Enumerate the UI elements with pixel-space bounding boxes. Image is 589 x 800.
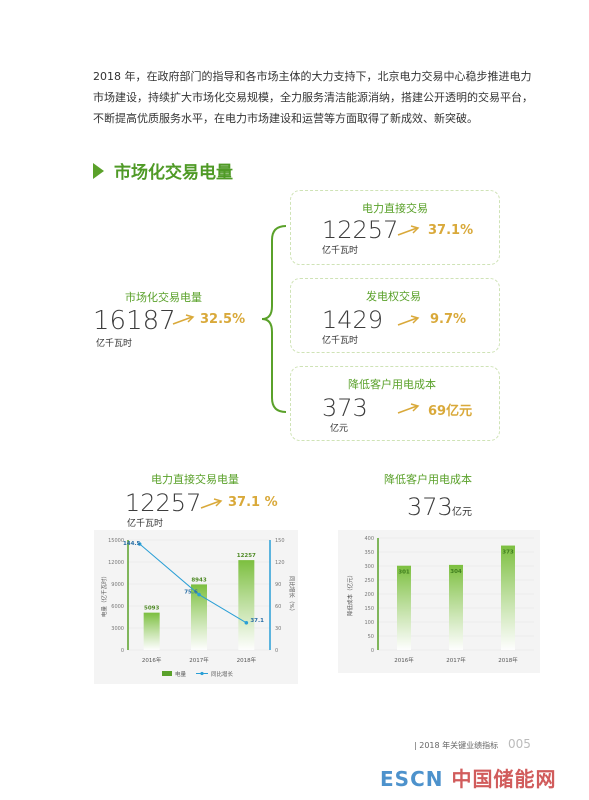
up-arrow-icon	[200, 498, 223, 509]
watermark-latin: ESCN	[380, 767, 444, 791]
y-tick-label: 250	[364, 578, 374, 584]
watermark-logo: ESCN 中国储能网	[380, 763, 556, 792]
total-growth: 32.5%	[200, 312, 246, 327]
total-unit: 亿千瓦时	[96, 339, 133, 349]
bar-data-label: 373	[502, 550, 514, 556]
left-summary-growth: 37.1 %	[228, 495, 278, 510]
right-chart-panel: 0 50 100 150 200 250 300 350 400 2016年 301 2017年 304…	[338, 530, 540, 673]
watermark-cn: 中国储能网	[451, 767, 557, 791]
box-cost-reduction	[290, 366, 500, 441]
growth-data-label: 37.1	[250, 618, 264, 624]
footer-page-number: 005	[508, 737, 531, 751]
left-summary-value: 12257	[125, 489, 202, 517]
box-generation-rights-label: 发电权交易	[366, 290, 421, 303]
cost-reduction-chart: 0 50 100 150 200 250 300 350 400 2016年 301 2017年 304…	[346, 536, 534, 664]
right-summary-unit: 亿元	[452, 507, 472, 518]
bar	[397, 565, 411, 650]
growth-data-label: 144.5	[123, 541, 141, 547]
y-right-tick-label: 120	[275, 560, 285, 566]
up-arrow-icon	[397, 403, 420, 414]
bar	[143, 612, 160, 650]
total-label: 市场化交易电量	[125, 291, 202, 304]
y-tick-label: 50	[368, 634, 374, 640]
box-generation-rights-value: 1429	[322, 306, 384, 334]
box-generation-rights-growth: 9.7%	[430, 312, 467, 327]
bar-data-label: 12257	[237, 553, 256, 559]
box-direct-trade-label: 电力直接交易	[362, 202, 428, 215]
box-cost-reduction-label: 降低客户用电成本	[348, 378, 436, 391]
right-chart-title: 降低客户用电成本	[384, 473, 472, 486]
left-chart-title: 电力直接交易电量	[151, 473, 239, 486]
x-tick-label: 2018年	[237, 656, 257, 664]
growth-data-label: 75.6	[184, 590, 198, 596]
y-tick-label: 6000	[111, 604, 124, 610]
y-tick-label: 400	[364, 536, 374, 542]
y-tick-label: 15000	[108, 538, 124, 544]
bar	[191, 584, 207, 650]
left-chart-panel: 0 3000 6000 9000 12000 15000 0 30 60 90 120 150 2016…	[94, 530, 298, 684]
direct-trade-chart: 0 3000 6000 9000 12000 15000 0 30 60 90 120 150 2016…	[100, 538, 296, 678]
growth-point	[244, 620, 249, 625]
y-tick-label: 9000	[111, 582, 124, 588]
y-right-tick-label: 0	[275, 648, 278, 654]
y-right-axis-label: 同比增长（%）	[288, 576, 296, 614]
y-right-tick-label: 30	[275, 626, 281, 632]
legend-label-line: 同比增长	[211, 670, 234, 678]
y-axis-label: 降低成本（亿元）	[346, 572, 354, 616]
y-tick-label: 100	[364, 620, 374, 626]
bar	[449, 564, 463, 650]
up-arrow-icon	[397, 315, 420, 326]
growth-point	[197, 592, 201, 597]
bar	[238, 560, 255, 650]
y-right-tick-label: 60	[275, 604, 281, 610]
footer-page-label-text: 2018 年关键业绩指标	[419, 741, 499, 750]
y-tick-label: 12000	[108, 560, 124, 566]
y-tick-label: 150	[364, 606, 374, 612]
y-tick-label: 300	[364, 564, 374, 570]
bar-data-label: 8943	[191, 577, 206, 583]
intro-paragraph: 2018 年，在政府部门的指导和各市场主体的大力支持下，北京电力交易中心稳步推进…	[93, 70, 533, 125]
left-summary-unit: 亿千瓦时	[127, 519, 164, 529]
legend-label-bar: 电量	[175, 670, 187, 678]
box-cost-reduction-value: 373	[322, 394, 368, 422]
y-right-tick-label: 90	[275, 582, 281, 588]
bar-data-label: 301	[398, 570, 410, 576]
x-tick-label: 2017年	[189, 656, 209, 664]
triangle-bullet-icon	[93, 162, 104, 179]
box-direct-trade-growth: 37.1%	[428, 223, 474, 238]
box-cost-reduction-unit: 亿元	[330, 424, 349, 434]
y-tick-label: 200	[364, 592, 374, 598]
x-tick-label: 2018年	[498, 656, 518, 664]
section-title: 市场化交易电量	[93, 158, 233, 183]
section-title-text: 市场化交易电量	[114, 163, 233, 183]
total-value: 16187	[93, 306, 176, 336]
y-tick-label: 0	[121, 648, 124, 654]
box-direct-trade	[290, 190, 500, 265]
bar	[501, 545, 515, 650]
y-axis-label: 电量（亿千瓦时）	[100, 573, 108, 617]
y-tick-label: 350	[364, 550, 374, 556]
bar-data-label: 5093	[144, 606, 159, 612]
growth-point	[137, 542, 142, 546]
x-tick-label: 2016年	[142, 656, 162, 664]
y-tick-label: 0	[371, 648, 374, 654]
legend-swatch-point	[200, 671, 204, 676]
x-tick-label: 2017年	[446, 656, 466, 664]
legend-swatch-bar	[162, 671, 172, 676]
up-arrow-icon	[172, 314, 195, 325]
box-generation-rights	[290, 278, 500, 353]
right-summary-value: 373	[407, 493, 453, 521]
box-direct-trade-unit: 亿千瓦时	[322, 246, 359, 256]
box-cost-reduction-growth: 69亿元	[428, 404, 473, 419]
box-direct-trade-value: 12257	[322, 216, 399, 244]
up-arrow-icon	[397, 225, 420, 236]
brace-icon	[261, 225, 287, 413]
y-tick-label: 3000	[111, 626, 124, 632]
y-right-tick-label: 150	[275, 538, 285, 544]
footer-page-label: | 2018 年关键业绩指标	[414, 741, 499, 750]
box-generation-rights-unit: 亿千瓦时	[322, 336, 359, 346]
x-tick-label: 2016年	[394, 656, 414, 664]
bar-data-label: 304	[450, 569, 462, 575]
